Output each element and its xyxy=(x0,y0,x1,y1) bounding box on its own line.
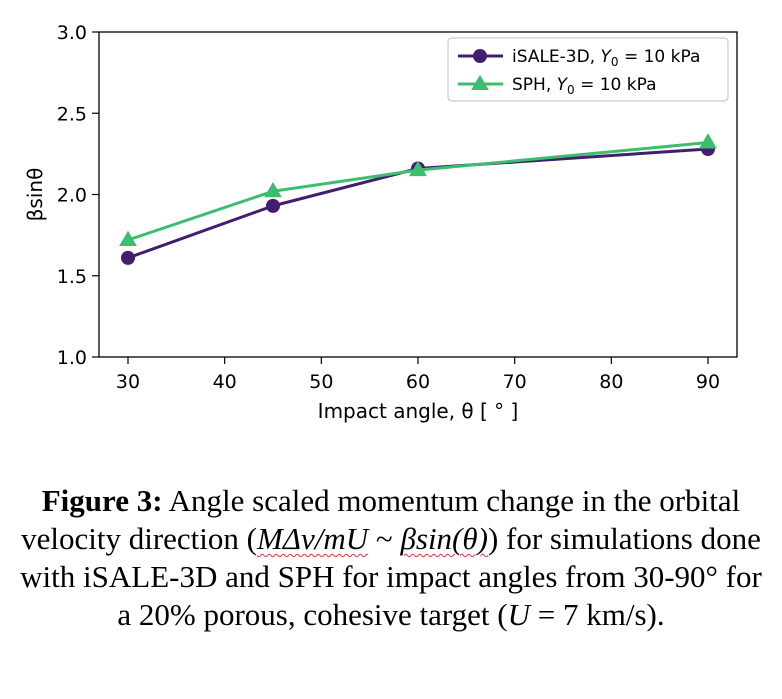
x-tick-label: 80 xyxy=(599,371,623,393)
series-marker xyxy=(409,160,427,177)
legend-label: SPH, Y0 = 10 kPa xyxy=(512,75,657,97)
caption-text-2: ~ xyxy=(368,521,401,556)
x-tick-label: 90 xyxy=(696,371,720,393)
x-tick-label: 50 xyxy=(309,371,333,393)
caption-formula-beta: βsin(θ) xyxy=(400,521,488,556)
y-axis-label: βsinθ xyxy=(23,168,47,222)
series-sph xyxy=(119,133,717,247)
series-marker xyxy=(264,181,282,198)
legend-label: iSALE-3D, Y0 = 10 kPa xyxy=(512,47,700,69)
y-tick-label: 3.0 xyxy=(57,22,87,44)
series-marker xyxy=(473,49,487,63)
x-tick-label: 40 xyxy=(213,371,237,393)
legend-label-prefix: iSALE-3D, xyxy=(512,47,601,67)
y-tick-label: 1.5 xyxy=(57,266,87,288)
y-tick-label: 1.0 xyxy=(57,347,87,369)
caption-text-1: Angle scaled momentum change in the orbi… xyxy=(21,483,741,556)
caption-velocity-symbol: U xyxy=(507,597,531,632)
legend-label-value: = 10 kPa xyxy=(575,75,657,95)
chart: 30 40 50 60 70 80 90 1.0 1.5 2.0 2.5 3.0 Impact an… xyxy=(23,22,738,423)
legend-label-value: = 10 kPa xyxy=(619,47,701,67)
series-layer xyxy=(119,133,717,265)
y-tick-label: 2.5 xyxy=(57,103,87,125)
y-tick-label: 2.0 xyxy=(57,185,87,207)
series-isale xyxy=(121,142,715,265)
x-ticks: 30 40 50 60 70 80 90 xyxy=(116,357,720,393)
legend-label-subscript: 0 xyxy=(611,55,619,69)
series-line xyxy=(127,141,709,242)
caption-formula-momentum: MΔv/mU xyxy=(256,521,369,556)
series-marker xyxy=(121,250,135,265)
caption-text-3: ) for simulations done with iSALE-3D and… xyxy=(20,521,762,632)
legend-entry: SPH, Y0 = 10 kPa xyxy=(458,74,657,97)
legend-label-symbol: Y xyxy=(557,75,569,95)
figure-label: Figure 3: xyxy=(41,483,163,518)
caption-text-4: = 7 km/s). xyxy=(530,597,665,632)
series-marker xyxy=(266,198,280,213)
legend-label-subscript: 0 xyxy=(567,83,575,97)
series-marker xyxy=(119,230,137,247)
y-ticks: 1.0 1.5 2.0 2.5 3.0 xyxy=(57,22,99,369)
series-marker xyxy=(471,74,489,91)
series-marker xyxy=(699,133,717,149)
legend-label-symbol: Y xyxy=(601,47,613,67)
figure-caption: Figure 3: Angle scaled momentum change i… xyxy=(20,482,762,634)
x-tick-label: 60 xyxy=(406,371,430,393)
x-tick-label: 70 xyxy=(503,371,527,393)
legend-box xyxy=(447,37,729,102)
x-axis-label: Impact angle, θ [ ° ] xyxy=(318,399,519,423)
series-line xyxy=(127,147,709,260)
x-tick-label: 30 xyxy=(116,371,140,393)
legend-label-prefix: SPH, xyxy=(512,75,557,95)
legend-entry: iSALE-3D, Y0 = 10 kPa xyxy=(458,47,700,69)
